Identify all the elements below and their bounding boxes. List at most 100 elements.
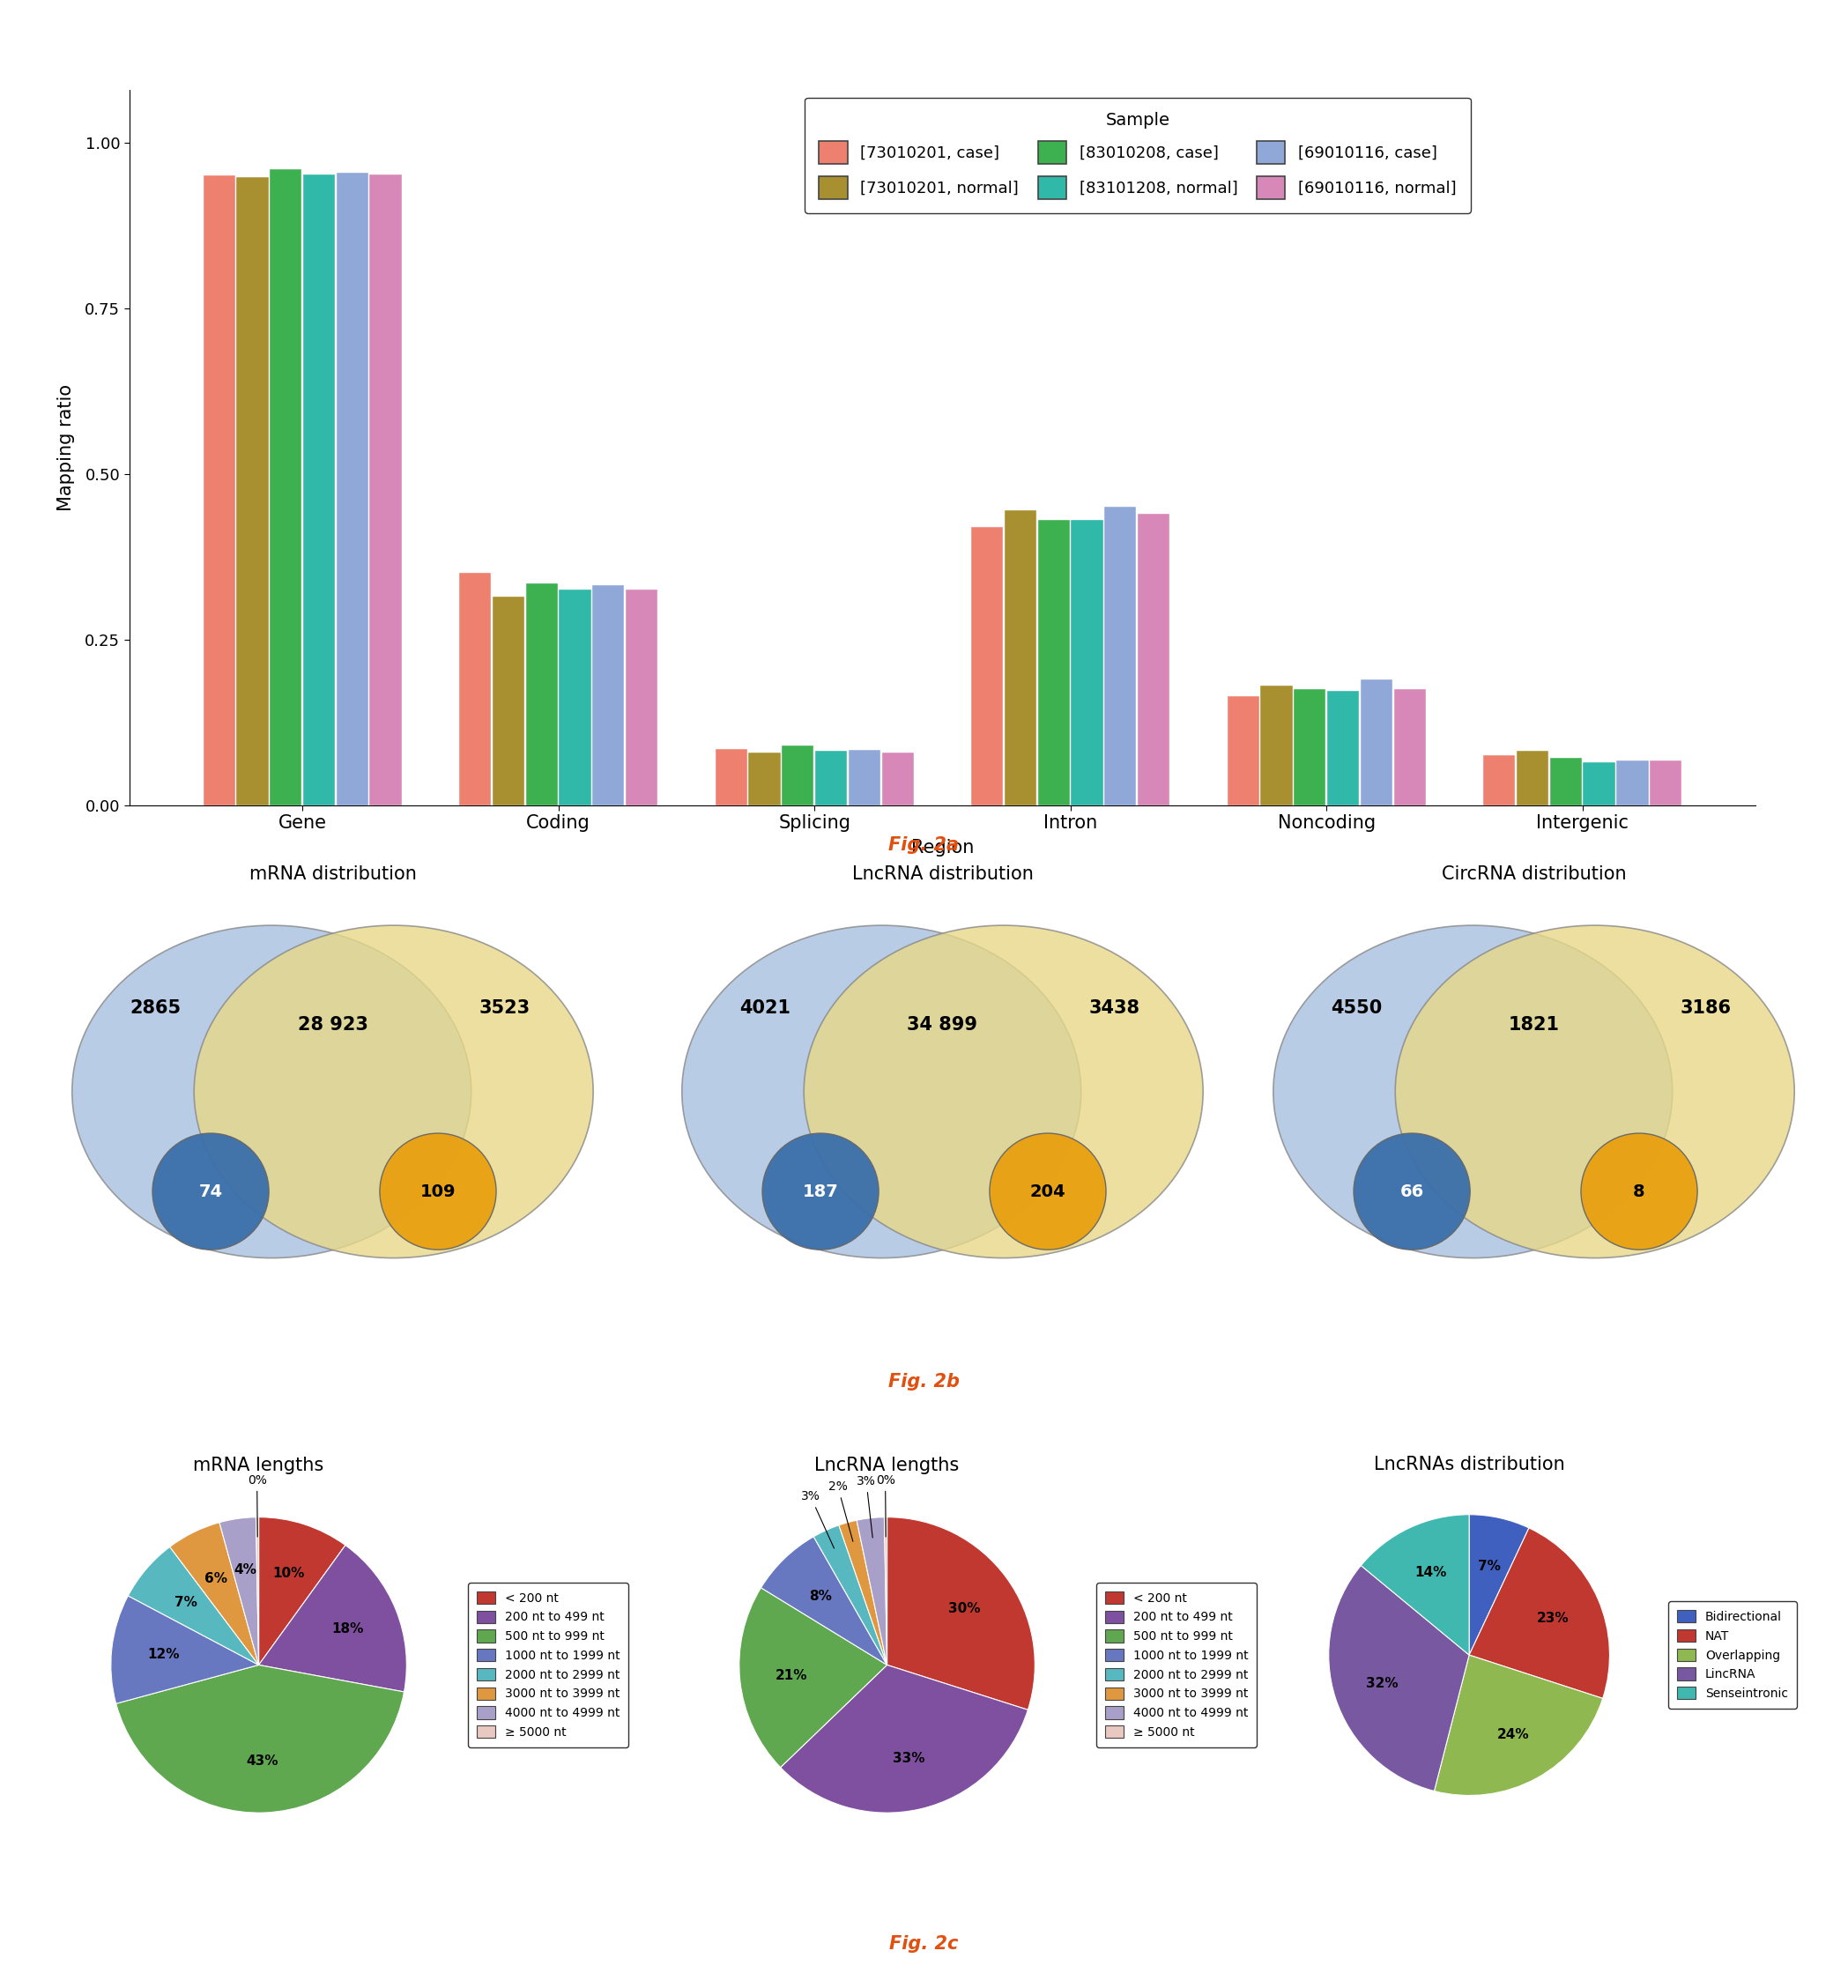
Ellipse shape bbox=[194, 924, 593, 1258]
Circle shape bbox=[761, 1133, 878, 1250]
Text: 14%: 14% bbox=[1414, 1567, 1447, 1578]
Text: 4550: 4550 bbox=[1331, 1000, 1382, 1018]
Bar bbox=[303, 175, 334, 805]
Text: 3%: 3% bbox=[857, 1475, 876, 1537]
Text: 4021: 4021 bbox=[739, 1000, 791, 1018]
Wedge shape bbox=[839, 1521, 887, 1666]
Text: 12%: 12% bbox=[148, 1648, 179, 1660]
Text: 2865: 2865 bbox=[129, 1000, 181, 1018]
Wedge shape bbox=[1469, 1515, 1528, 1654]
Text: 74: 74 bbox=[200, 1183, 222, 1201]
Title: CircRNA distribution: CircRNA distribution bbox=[1441, 865, 1626, 883]
Bar bbox=[1517, 751, 1549, 805]
Wedge shape bbox=[128, 1547, 259, 1666]
Bar bbox=[460, 573, 492, 805]
Text: 7%: 7% bbox=[174, 1596, 198, 1608]
Text: Fig. 2b: Fig. 2b bbox=[889, 1374, 959, 1390]
Wedge shape bbox=[1360, 1515, 1469, 1654]
Bar bbox=[1294, 690, 1325, 805]
Wedge shape bbox=[259, 1517, 346, 1666]
Text: 33%: 33% bbox=[893, 1751, 924, 1765]
Wedge shape bbox=[1434, 1654, 1602, 1795]
Bar bbox=[560, 590, 591, 805]
Bar bbox=[370, 175, 401, 805]
Bar bbox=[237, 177, 268, 805]
Text: 21%: 21% bbox=[776, 1668, 808, 1682]
Text: 43%: 43% bbox=[246, 1753, 279, 1767]
Text: 1821: 1821 bbox=[1508, 1016, 1560, 1034]
Text: 204: 204 bbox=[1029, 1183, 1066, 1201]
Ellipse shape bbox=[72, 924, 471, 1258]
Title: LncRNA distribution: LncRNA distribution bbox=[852, 865, 1033, 883]
Bar bbox=[782, 746, 813, 805]
Bar bbox=[881, 751, 913, 805]
Bar bbox=[270, 169, 301, 805]
Circle shape bbox=[989, 1133, 1105, 1250]
Wedge shape bbox=[739, 1588, 887, 1767]
X-axis label: Region: Region bbox=[911, 839, 974, 857]
Text: 3438: 3438 bbox=[1088, 1000, 1140, 1018]
Bar bbox=[1617, 759, 1648, 805]
Bar bbox=[1584, 761, 1615, 805]
Bar bbox=[1138, 513, 1170, 805]
Bar bbox=[1360, 680, 1392, 805]
Text: 8%: 8% bbox=[809, 1588, 832, 1602]
Bar bbox=[1484, 755, 1515, 805]
Text: 0%: 0% bbox=[248, 1473, 266, 1537]
Text: 32%: 32% bbox=[1366, 1676, 1399, 1690]
Bar bbox=[527, 582, 558, 805]
Text: 187: 187 bbox=[802, 1183, 839, 1201]
Text: 8: 8 bbox=[1634, 1183, 1645, 1201]
Text: 7%: 7% bbox=[1478, 1559, 1501, 1573]
Text: 18%: 18% bbox=[333, 1622, 364, 1636]
Title: mRNA distribution: mRNA distribution bbox=[249, 865, 416, 883]
Wedge shape bbox=[255, 1517, 259, 1666]
Bar bbox=[715, 749, 747, 805]
Bar bbox=[748, 751, 780, 805]
Circle shape bbox=[152, 1133, 268, 1250]
Wedge shape bbox=[170, 1523, 259, 1666]
Title: LncRNA lengths: LncRNA lengths bbox=[815, 1457, 959, 1473]
Text: 66: 66 bbox=[1401, 1183, 1423, 1201]
Text: Fig. 2c: Fig. 2c bbox=[889, 1936, 959, 1952]
Y-axis label: Mapping ratio: Mapping ratio bbox=[57, 384, 76, 511]
Wedge shape bbox=[116, 1666, 405, 1813]
Text: 23%: 23% bbox=[1538, 1612, 1569, 1626]
Text: 34 899: 34 899 bbox=[907, 1016, 978, 1034]
Text: 3523: 3523 bbox=[479, 1000, 530, 1018]
Text: 3%: 3% bbox=[800, 1491, 833, 1549]
Text: 24%: 24% bbox=[1497, 1728, 1530, 1741]
Wedge shape bbox=[1329, 1565, 1469, 1791]
Legend: < 200 nt, 200 nt to 499 nt, 500 nt to 999 nt, 1000 nt to 1999 nt, 2000 nt to 299: < 200 nt, 200 nt to 499 nt, 500 nt to 99… bbox=[468, 1582, 628, 1747]
Bar bbox=[972, 527, 1003, 805]
Text: 109: 109 bbox=[419, 1183, 456, 1201]
Legend: < 200 nt, 200 nt to 499 nt, 500 nt to 999 nt, 1000 nt to 1999 nt, 2000 nt to 299: < 200 nt, 200 nt to 499 nt, 500 nt to 99… bbox=[1096, 1582, 1257, 1747]
Wedge shape bbox=[761, 1537, 887, 1666]
Circle shape bbox=[1353, 1133, 1469, 1250]
Wedge shape bbox=[220, 1517, 259, 1666]
Bar bbox=[1327, 692, 1358, 805]
Bar bbox=[1105, 507, 1137, 805]
Ellipse shape bbox=[1273, 924, 1672, 1258]
Circle shape bbox=[381, 1133, 495, 1250]
Wedge shape bbox=[883, 1517, 887, 1666]
Bar bbox=[848, 749, 880, 805]
Ellipse shape bbox=[1395, 924, 1794, 1258]
Bar bbox=[1072, 521, 1103, 805]
Text: 28 923: 28 923 bbox=[298, 1016, 368, 1034]
Legend: Bidirectional, NAT, Overlapping, LincRNA, Senseintronic: Bidirectional, NAT, Overlapping, LincRNA… bbox=[1669, 1602, 1796, 1708]
Text: 10%: 10% bbox=[272, 1567, 305, 1580]
Text: 0%: 0% bbox=[876, 1473, 894, 1537]
Wedge shape bbox=[857, 1517, 887, 1666]
Bar bbox=[626, 590, 658, 805]
Bar bbox=[336, 173, 368, 805]
Wedge shape bbox=[111, 1596, 259, 1704]
Text: 6%: 6% bbox=[205, 1573, 227, 1584]
Bar bbox=[1550, 757, 1582, 805]
Wedge shape bbox=[813, 1525, 887, 1666]
Circle shape bbox=[1582, 1133, 1696, 1250]
Wedge shape bbox=[887, 1517, 1035, 1710]
Bar bbox=[1005, 511, 1037, 805]
Bar bbox=[1393, 690, 1425, 805]
Bar bbox=[1650, 759, 1682, 805]
